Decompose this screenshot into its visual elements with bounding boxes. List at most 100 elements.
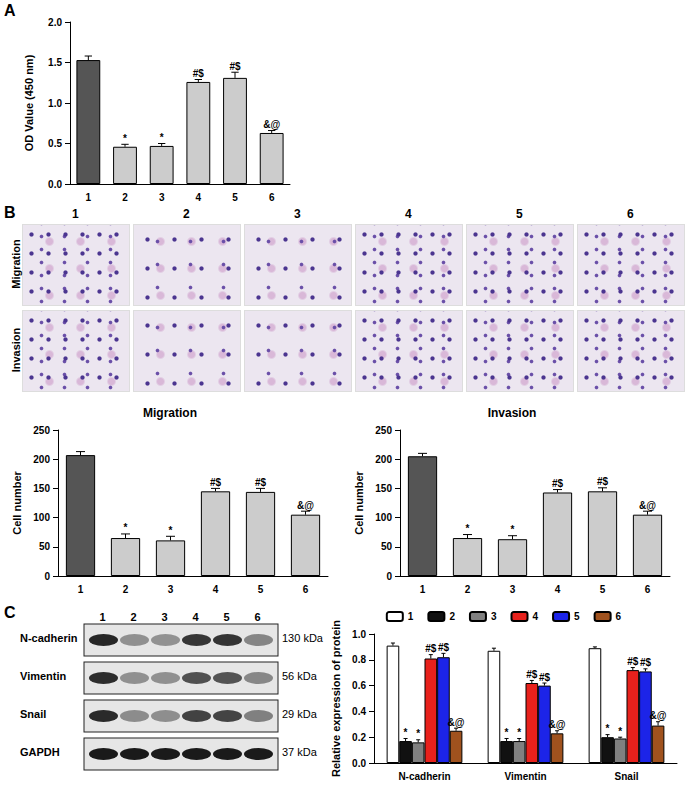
svg-text:0: 0 bbox=[44, 571, 50, 582]
html-text:C: C bbox=[4, 604, 16, 621]
svg-text:100: 100 bbox=[375, 512, 392, 523]
svg-text:#$: #$ bbox=[597, 476, 609, 487]
svg-text:*: * bbox=[618, 726, 622, 737]
svg-text:2: 2 bbox=[449, 611, 455, 622]
svg-text:*: * bbox=[123, 133, 127, 144]
svg-text:0.0: 0.0 bbox=[352, 758, 366, 769]
svg-text:#$: #$ bbox=[539, 672, 551, 683]
svg-text:50: 50 bbox=[39, 541, 51, 552]
svg-text:Vimentin: Vimentin bbox=[504, 771, 546, 782]
svg-text:#$: #$ bbox=[425, 643, 437, 654]
svg-text:2: 2 bbox=[465, 584, 471, 595]
svg-text:&@: &@ bbox=[650, 710, 667, 721]
svg-text:Snail: Snail bbox=[615, 771, 639, 782]
svg-text:5: 5 bbox=[258, 584, 264, 595]
svg-text:1.0: 1.0 bbox=[352, 629, 366, 640]
svg-text:5: 5 bbox=[574, 611, 580, 622]
svg-text:6: 6 bbox=[616, 611, 622, 622]
svg-text:&@: &@ bbox=[549, 719, 566, 730]
svg-text:1: 1 bbox=[86, 192, 92, 203]
svg-text:4: 4 bbox=[213, 584, 219, 595]
svg-text:#$: #$ bbox=[640, 657, 652, 668]
svg-text:#$: #$ bbox=[255, 477, 267, 488]
svg-text:250: 250 bbox=[375, 425, 392, 436]
svg-text:*: * bbox=[517, 727, 521, 738]
svg-text:100: 100 bbox=[33, 512, 50, 523]
svg-text:3: 3 bbox=[491, 611, 497, 622]
svg-text:OD Value (450 nm): OD Value (450 nm) bbox=[23, 54, 35, 151]
svg-text:150: 150 bbox=[33, 483, 50, 494]
html-text:56 kDa: 56 kDa bbox=[282, 670, 317, 682]
html-text:37 kDa: 37 kDa bbox=[282, 746, 317, 758]
svg-text:0.6: 0.6 bbox=[352, 680, 366, 691]
svg-text:2: 2 bbox=[122, 192, 128, 203]
svg-text:*: * bbox=[416, 728, 420, 739]
html-text:29 kDa: 29 kDa bbox=[282, 708, 317, 720]
html-text:B: B bbox=[4, 204, 16, 221]
svg-text:#$: #$ bbox=[526, 669, 538, 680]
html-text:N-cadherin: N-cadherin bbox=[20, 632, 78, 644]
svg-text:6: 6 bbox=[645, 584, 651, 595]
html-text:Vimentin: Vimentin bbox=[20, 670, 67, 682]
svg-text:3: 3 bbox=[510, 584, 516, 595]
svg-text:#$: #$ bbox=[229, 61, 241, 72]
svg-text:*: * bbox=[511, 524, 515, 535]
svg-text:Migration: Migration bbox=[143, 406, 197, 420]
svg-text:200: 200 bbox=[375, 454, 392, 465]
html-text:A: A bbox=[4, 2, 16, 19]
html-text:Snail: Snail bbox=[20, 708, 47, 720]
svg-text:4: 4 bbox=[196, 192, 202, 203]
svg-text:4: 4 bbox=[555, 584, 561, 595]
html-text:130 kDa: 130 kDa bbox=[282, 632, 323, 644]
svg-text:&@: &@ bbox=[448, 717, 465, 728]
html-text:Migration: Migration bbox=[10, 239, 22, 289]
svg-text:Relative expression of protein: Relative expression of protein bbox=[330, 620, 342, 777]
svg-text:1: 1 bbox=[420, 584, 426, 595]
svg-text:5: 5 bbox=[232, 192, 238, 203]
svg-text:0.0: 0.0 bbox=[48, 179, 62, 190]
svg-text:4: 4 bbox=[533, 611, 539, 622]
svg-text:*: * bbox=[505, 727, 509, 738]
svg-text:*: * bbox=[124, 522, 128, 533]
svg-text:0.2: 0.2 bbox=[352, 732, 366, 743]
html-text:1: 1 bbox=[72, 207, 79, 221]
svg-text:*: * bbox=[160, 132, 164, 143]
svg-text:*: * bbox=[466, 523, 470, 534]
svg-text:#$: #$ bbox=[552, 478, 564, 489]
svg-text:50: 50 bbox=[381, 541, 393, 552]
svg-text:Cell number: Cell number bbox=[353, 471, 365, 535]
svg-text:1.0: 1.0 bbox=[48, 98, 62, 109]
svg-text:N-cadherin: N-cadherin bbox=[398, 771, 450, 782]
svg-text:Cell number: Cell number bbox=[11, 471, 23, 535]
svg-text:Invasion: Invasion bbox=[488, 406, 537, 420]
svg-text:5: 5 bbox=[600, 584, 606, 595]
svg-text:6: 6 bbox=[269, 192, 275, 203]
svg-text:#$: #$ bbox=[210, 477, 222, 488]
svg-text:1.5: 1.5 bbox=[48, 57, 62, 68]
svg-text:3: 3 bbox=[168, 584, 174, 595]
svg-text:0: 0 bbox=[386, 571, 392, 582]
svg-text:#$: #$ bbox=[438, 642, 450, 653]
svg-text:0.8: 0.8 bbox=[352, 654, 366, 665]
svg-text:&@: &@ bbox=[297, 500, 314, 511]
svg-text:200: 200 bbox=[33, 454, 50, 465]
svg-text:0.4: 0.4 bbox=[352, 706, 366, 717]
svg-text:250: 250 bbox=[33, 425, 50, 436]
svg-text:1: 1 bbox=[78, 584, 84, 595]
svg-text:2: 2 bbox=[123, 584, 129, 595]
svg-text:#$: #$ bbox=[193, 68, 205, 79]
svg-text:2.0: 2.0 bbox=[48, 17, 62, 28]
svg-text:#$: #$ bbox=[627, 656, 639, 667]
svg-text:*: * bbox=[606, 723, 610, 734]
html-text:Invasion: Invasion bbox=[10, 327, 22, 373]
svg-text:*: * bbox=[404, 727, 408, 738]
html-text:GAPDH: GAPDH bbox=[20, 746, 60, 758]
svg-text:3: 3 bbox=[159, 192, 165, 203]
svg-text:*: * bbox=[169, 525, 173, 536]
svg-text:6: 6 bbox=[303, 584, 309, 595]
svg-text:1: 1 bbox=[408, 611, 414, 622]
svg-text:150: 150 bbox=[375, 483, 392, 494]
svg-text:&@: &@ bbox=[639, 500, 656, 511]
svg-text:&@: &@ bbox=[263, 119, 280, 130]
svg-text:0.5: 0.5 bbox=[48, 138, 62, 149]
